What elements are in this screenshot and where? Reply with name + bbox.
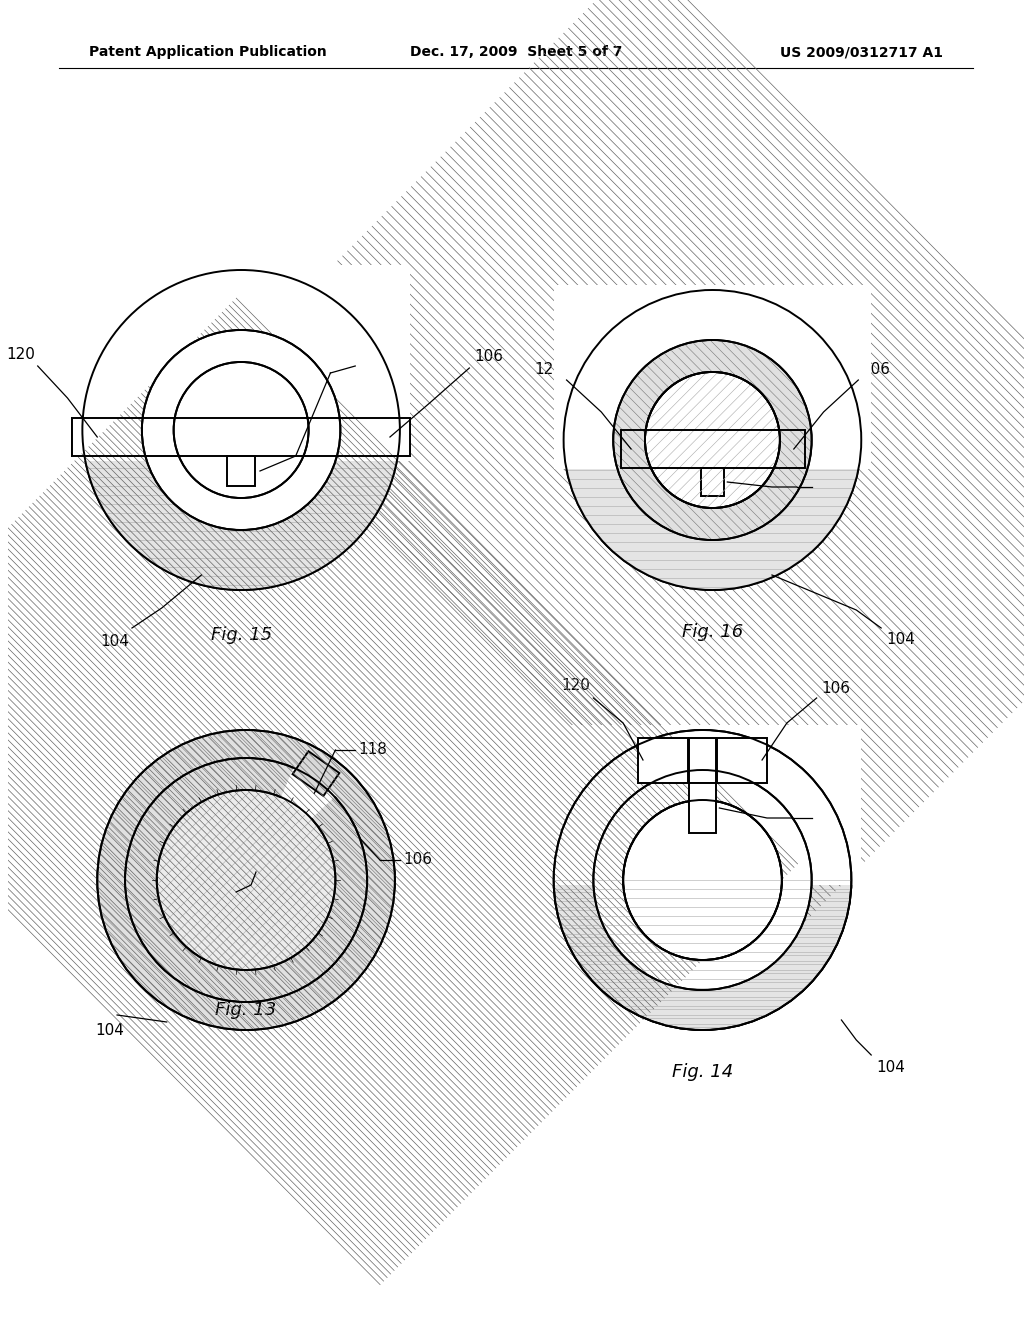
- Bar: [688, 783, 717, 833]
- Wedge shape: [281, 766, 336, 820]
- Circle shape: [593, 770, 812, 990]
- Circle shape: [554, 730, 851, 1030]
- Bar: [544, 725, 861, 884]
- Text: 104: 104: [95, 1023, 125, 1038]
- Circle shape: [82, 271, 400, 590]
- Circle shape: [82, 271, 400, 590]
- Circle shape: [97, 730, 395, 1030]
- Text: 120: 120: [535, 362, 563, 378]
- Bar: [622, 430, 805, 469]
- Bar: [718, 738, 767, 783]
- Circle shape: [624, 800, 782, 960]
- Text: 104: 104: [100, 634, 129, 649]
- Text: Fig. 16: Fig. 16: [682, 623, 743, 642]
- Circle shape: [624, 800, 782, 960]
- Circle shape: [82, 271, 400, 590]
- Circle shape: [563, 290, 861, 590]
- Circle shape: [645, 372, 780, 508]
- Text: 102: 102: [698, 453, 727, 467]
- Text: 106: 106: [402, 853, 432, 867]
- Bar: [688, 738, 717, 783]
- Text: 104: 104: [877, 1060, 905, 1074]
- Text: 106: 106: [861, 362, 890, 378]
- Text: 104: 104: [886, 632, 915, 647]
- Text: Patent Application Publication: Patent Application Publication: [89, 45, 327, 59]
- Circle shape: [125, 758, 368, 1002]
- Circle shape: [157, 789, 336, 970]
- Bar: [544, 725, 861, 884]
- Circle shape: [125, 758, 368, 1002]
- Text: Fig. 14: Fig. 14: [672, 1063, 733, 1081]
- Circle shape: [174, 362, 308, 498]
- Circle shape: [142, 330, 340, 531]
- Text: 118: 118: [815, 810, 844, 825]
- Circle shape: [593, 770, 812, 990]
- Text: Fig. 13: Fig. 13: [215, 1001, 276, 1019]
- Text: Fig. 15: Fig. 15: [211, 626, 271, 644]
- Text: 118: 118: [358, 742, 387, 758]
- Bar: [73, 265, 410, 461]
- Circle shape: [563, 290, 861, 590]
- Text: 120: 120: [6, 347, 35, 362]
- Circle shape: [554, 730, 851, 1030]
- Bar: [554, 285, 871, 469]
- Circle shape: [157, 789, 336, 970]
- Bar: [73, 418, 410, 455]
- Bar: [700, 469, 724, 496]
- Text: 120: 120: [202, 891, 230, 906]
- Text: Dec. 17, 2009  Sheet 5 of 7: Dec. 17, 2009 Sheet 5 of 7: [410, 45, 623, 59]
- Text: US 2009/0312717 A1: US 2009/0312717 A1: [779, 45, 943, 59]
- Text: 106: 106: [474, 348, 504, 364]
- Text: 118: 118: [815, 479, 844, 495]
- Text: 118: 118: [358, 348, 387, 363]
- Circle shape: [563, 290, 861, 590]
- Circle shape: [613, 341, 812, 540]
- Text: 120: 120: [561, 678, 591, 693]
- Bar: [293, 751, 339, 796]
- Text: 102: 102: [678, 903, 707, 917]
- Text: 102: 102: [237, 917, 265, 932]
- Text: 106: 106: [821, 681, 851, 696]
- Bar: [638, 738, 688, 783]
- Bar: [227, 455, 255, 486]
- Bar: [622, 430, 805, 469]
- Bar: [73, 418, 410, 455]
